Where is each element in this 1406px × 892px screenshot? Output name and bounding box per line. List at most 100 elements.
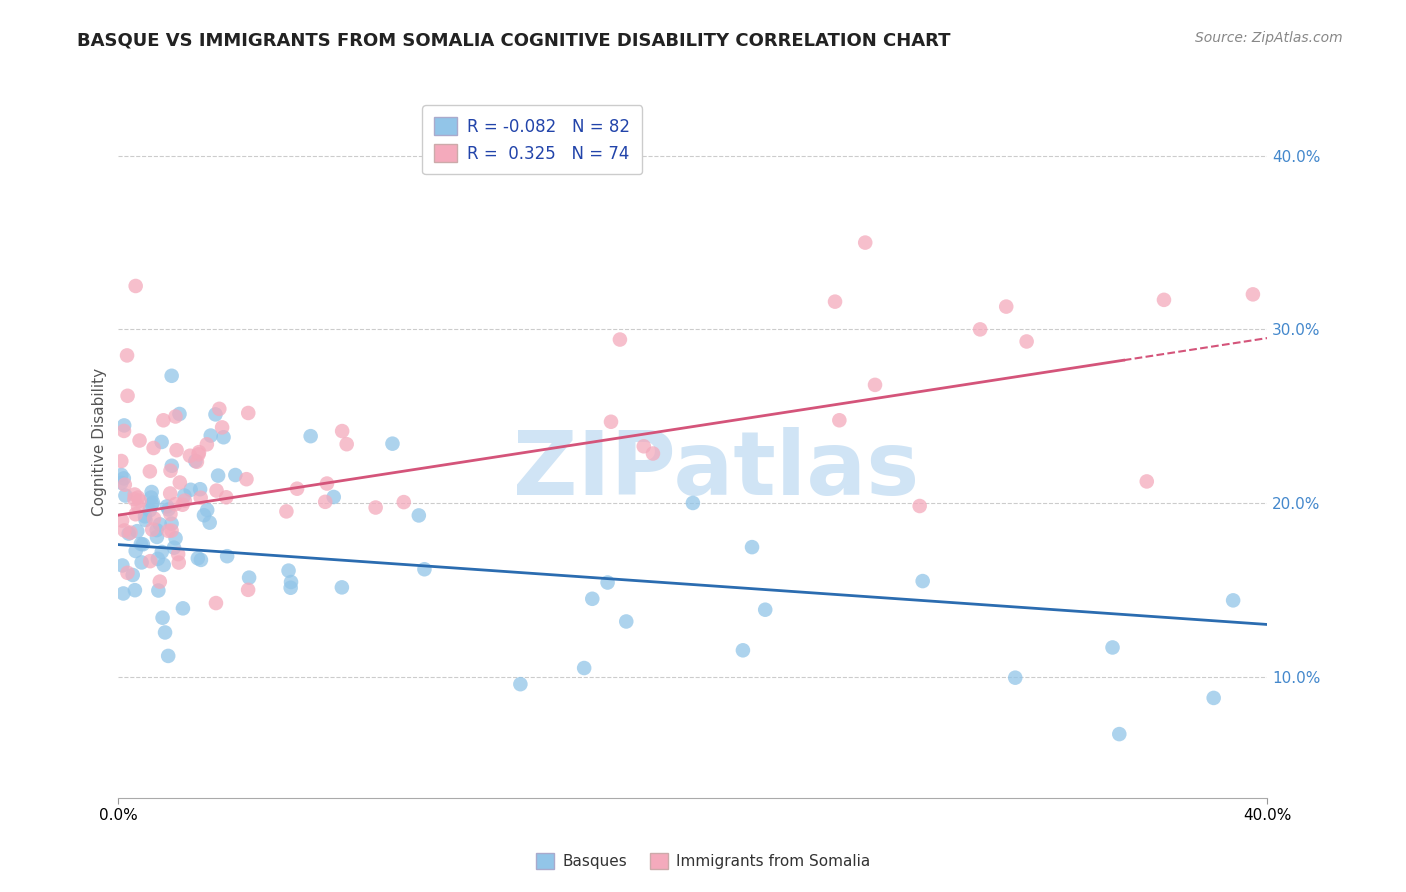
Point bbox=[141, 485, 163, 500]
Point bbox=[148, 583, 170, 598]
Point bbox=[336, 437, 359, 451]
Point bbox=[146, 530, 169, 544]
Point bbox=[145, 523, 167, 537]
Point bbox=[111, 514, 134, 528]
Point bbox=[285, 482, 308, 496]
Point bbox=[114, 489, 136, 503]
Legend: Basques, Immigrants from Somalia: Basques, Immigrants from Somalia bbox=[530, 847, 876, 875]
Point bbox=[139, 554, 162, 568]
Point bbox=[824, 294, 846, 309]
Point bbox=[112, 424, 135, 438]
Point bbox=[141, 497, 163, 511]
Point bbox=[236, 582, 259, 597]
Point bbox=[204, 408, 226, 422]
Point bbox=[509, 677, 531, 691]
Point bbox=[911, 574, 934, 588]
Point bbox=[160, 458, 183, 473]
Point bbox=[572, 661, 595, 675]
Point bbox=[641, 446, 664, 460]
Point bbox=[205, 483, 228, 498]
Point bbox=[112, 471, 135, 485]
Point bbox=[413, 562, 436, 576]
Point bbox=[215, 490, 238, 504]
Point bbox=[188, 482, 211, 496]
Point bbox=[212, 430, 235, 444]
Point bbox=[110, 475, 132, 490]
Point bbox=[172, 498, 194, 512]
Point bbox=[120, 525, 142, 540]
Point bbox=[316, 476, 339, 491]
Point bbox=[129, 537, 152, 551]
Point bbox=[159, 486, 181, 500]
Point bbox=[364, 500, 387, 515]
Point bbox=[110, 467, 132, 482]
Point bbox=[118, 526, 141, 541]
Point bbox=[217, 549, 239, 564]
Point bbox=[198, 516, 221, 530]
Point bbox=[127, 500, 149, 514]
Point bbox=[152, 558, 174, 572]
Point bbox=[1004, 671, 1026, 685]
Point bbox=[853, 235, 876, 250]
Point bbox=[159, 507, 181, 521]
Point bbox=[908, 499, 931, 513]
Point bbox=[187, 447, 209, 461]
Point bbox=[153, 625, 176, 640]
Point bbox=[299, 429, 322, 443]
Point bbox=[190, 553, 212, 567]
Point bbox=[160, 516, 183, 531]
Point bbox=[134, 509, 156, 524]
Point bbox=[163, 541, 186, 555]
Point bbox=[179, 449, 201, 463]
Point bbox=[157, 648, 180, 663]
Y-axis label: Cognitive Disability: Cognitive Disability bbox=[93, 368, 107, 516]
Point bbox=[124, 507, 146, 521]
Point bbox=[754, 603, 776, 617]
Point bbox=[142, 441, 165, 455]
Text: BASQUE VS IMMIGRANTS FROM SOMALIA COGNITIVE DISABILITY CORRELATION CHART: BASQUE VS IMMIGRANTS FROM SOMALIA COGNIT… bbox=[77, 31, 950, 49]
Point bbox=[596, 575, 619, 590]
Point bbox=[166, 443, 188, 458]
Point bbox=[682, 496, 704, 510]
Point bbox=[156, 500, 179, 514]
Point bbox=[157, 502, 180, 516]
Point bbox=[127, 524, 149, 538]
Point bbox=[124, 544, 146, 558]
Point bbox=[146, 552, 169, 566]
Point bbox=[205, 596, 228, 610]
Point bbox=[132, 537, 155, 551]
Point bbox=[121, 568, 143, 582]
Legend: R = -0.082   N = 82, R =  0.325   N = 74: R = -0.082 N = 82, R = 0.325 N = 74 bbox=[422, 105, 643, 174]
Point bbox=[1015, 334, 1038, 349]
Point bbox=[211, 420, 233, 434]
Point bbox=[152, 413, 174, 427]
Point bbox=[381, 436, 404, 450]
Point bbox=[633, 439, 655, 453]
Point bbox=[128, 493, 150, 508]
Point bbox=[128, 434, 150, 448]
Point bbox=[165, 531, 187, 545]
Point bbox=[280, 581, 302, 595]
Point bbox=[124, 279, 146, 293]
Point bbox=[139, 464, 162, 478]
Point bbox=[165, 409, 187, 424]
Point bbox=[184, 454, 207, 468]
Point bbox=[392, 495, 415, 509]
Point bbox=[141, 523, 163, 537]
Point bbox=[111, 558, 134, 573]
Point bbox=[1153, 293, 1175, 307]
Point bbox=[180, 483, 202, 497]
Point bbox=[150, 434, 173, 449]
Point bbox=[112, 418, 135, 433]
Point bbox=[828, 413, 851, 427]
Point bbox=[238, 571, 260, 585]
Point bbox=[863, 377, 886, 392]
Text: ZIPatlas: ZIPatlas bbox=[513, 427, 920, 514]
Point bbox=[131, 556, 153, 570]
Point bbox=[190, 491, 212, 505]
Point bbox=[112, 586, 135, 600]
Point bbox=[330, 424, 353, 438]
Point bbox=[322, 490, 344, 504]
Point bbox=[152, 611, 174, 625]
Point bbox=[187, 551, 209, 566]
